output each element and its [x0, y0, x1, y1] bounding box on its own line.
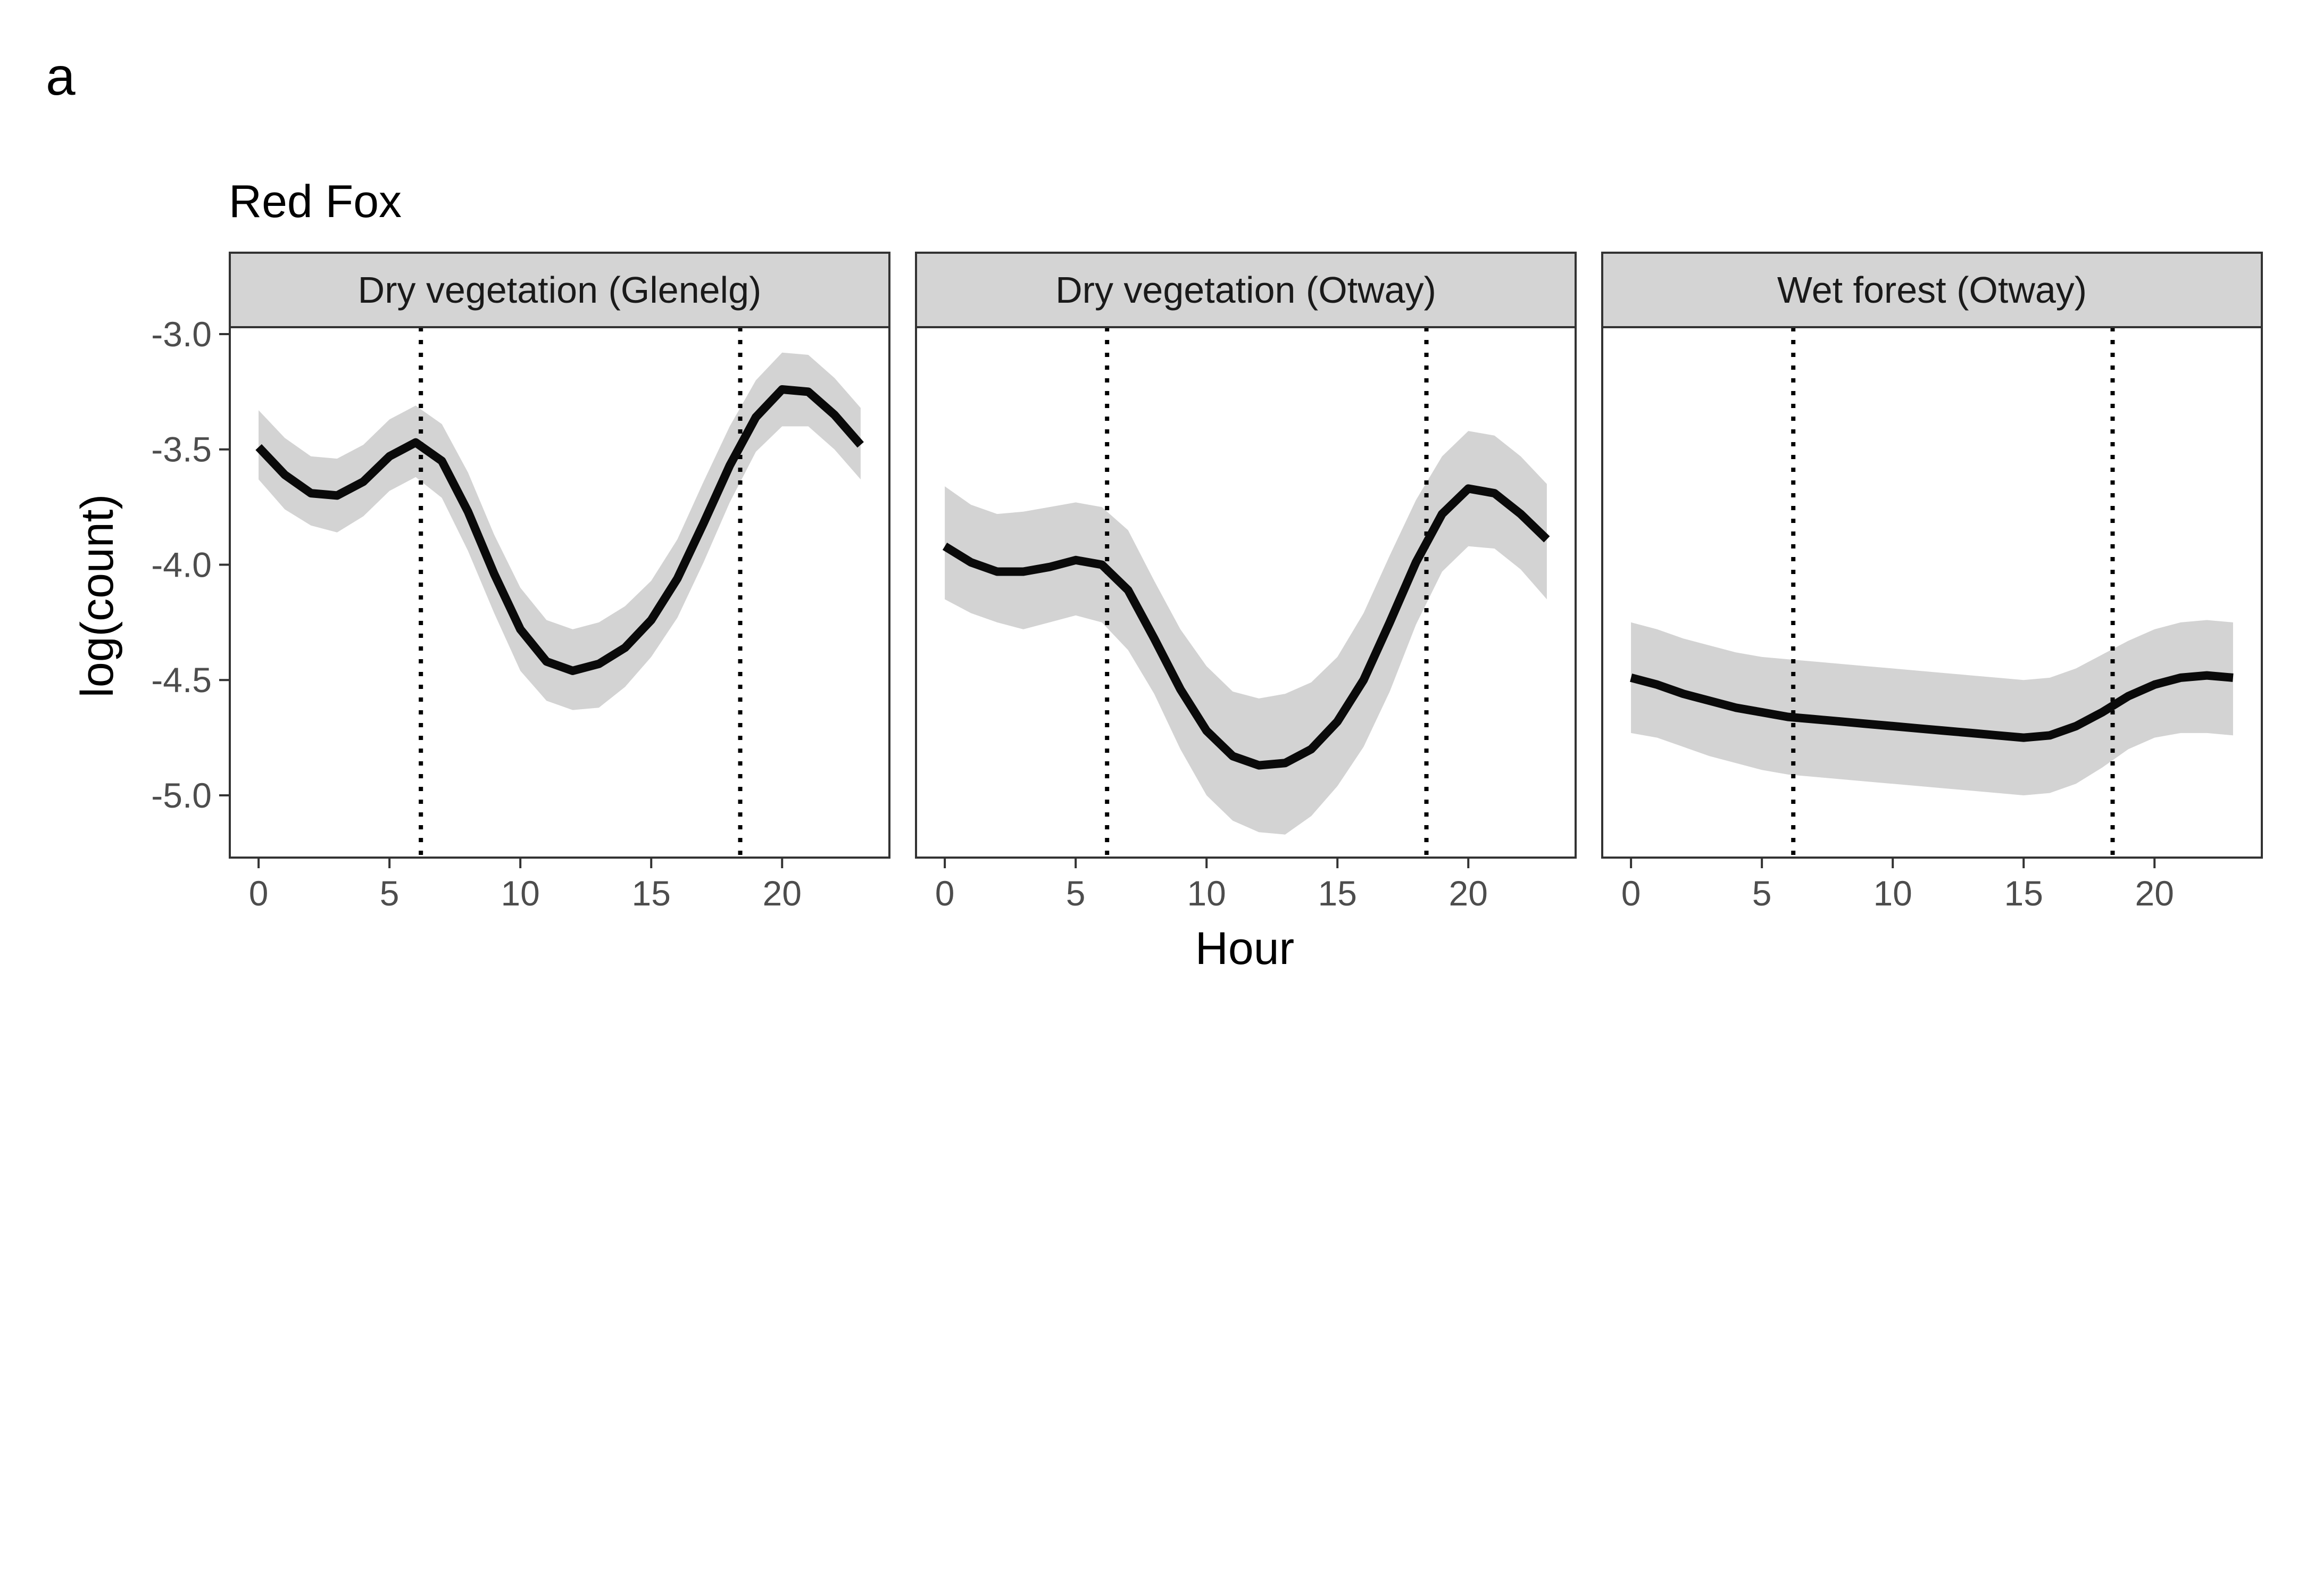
x-tick-label: 15	[2004, 874, 2043, 913]
x-tick-label: 5	[380, 874, 399, 913]
panel-border	[1601, 326, 2263, 859]
y-tick-label: -3.5	[151, 430, 212, 469]
facet-strip	[915, 252, 1577, 328]
x-tick-label: 10	[1187, 874, 1226, 913]
x-tick-label: 0	[935, 874, 955, 913]
series-line	[1630, 671, 2234, 742]
y-axis: -3.0 -3.5 -4.0 -4.5 -5.0	[151, 314, 230, 815]
panel-border	[915, 326, 1577, 859]
x-tick-label: 20	[2135, 874, 2174, 913]
x-tick-label: 0	[249, 874, 269, 913]
confidence-ribbon	[1631, 620, 2233, 795]
facet-panel-1: Dry vegetation (Glenelg) 0 5 10 15 20	[229, 252, 890, 913]
panel-border	[229, 326, 890, 859]
facet-strip	[1601, 252, 2263, 328]
x-tick-label: 15	[632, 874, 671, 913]
series-line	[942, 484, 1550, 770]
facet-strip-label: Wet forest (Otway)	[1777, 269, 2087, 311]
x-tick-label: 15	[1318, 874, 1357, 913]
panel-tag: a	[46, 47, 76, 106]
y-tick-label: -5.0	[151, 776, 212, 815]
plot-title: Red Fox	[229, 176, 402, 227]
facet-panel-2: Dry vegetation (Otway) 0 5 10 15 20	[915, 252, 1577, 913]
y-tick-label: -3.0	[151, 314, 212, 354]
x-axis-title: Hour	[1195, 923, 1294, 974]
confidence-ribbon	[945, 431, 1547, 835]
facet-strip-label: Dry vegetation (Glenelg)	[358, 269, 762, 311]
facet-panel-3: Wet forest (Otway) 0 5 10 15 20	[1601, 252, 2263, 913]
x-tick-label: 10	[1873, 874, 1912, 913]
x-tick-label: 10	[501, 874, 539, 913]
x-tick-label: 5	[1752, 874, 1772, 913]
x-tick-label: 20	[763, 874, 802, 913]
facet-strip	[229, 252, 890, 328]
facet-strip-label: Dry vegetation (Otway)	[1055, 269, 1436, 311]
x-tick-label: 0	[1621, 874, 1641, 913]
series-line	[255, 385, 864, 675]
y-tick-label: -4.0	[151, 545, 212, 584]
x-tick-label: 5	[1066, 874, 1086, 913]
y-tick-label: -4.5	[151, 660, 212, 700]
x-tick-label: 20	[1449, 874, 1488, 913]
y-axis-title: log(count)	[72, 494, 123, 697]
